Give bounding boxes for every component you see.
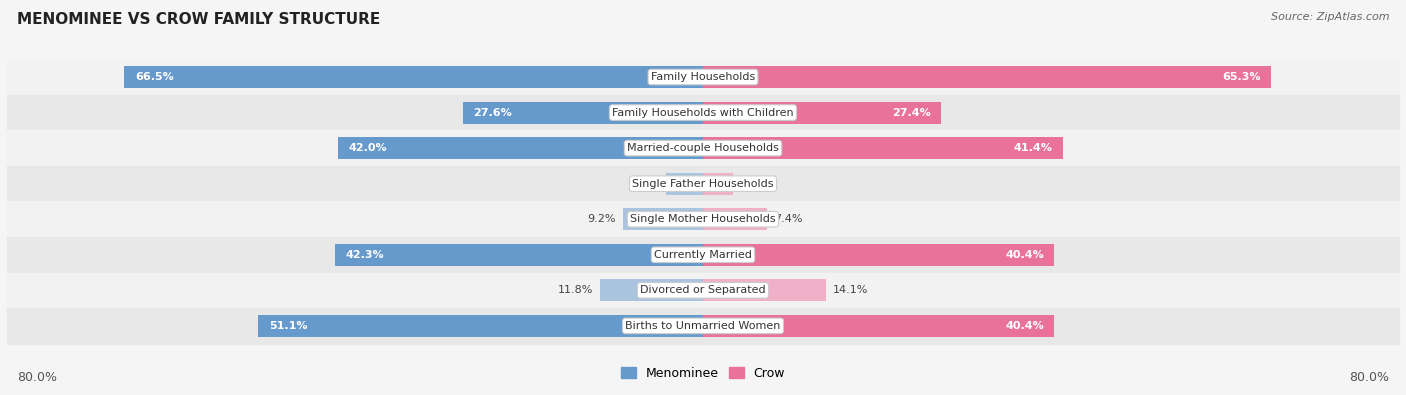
Text: 27.4%: 27.4% [893,107,931,118]
Text: 80.0%: 80.0% [1350,371,1389,384]
Text: Single Mother Households: Single Mother Households [630,214,776,224]
Bar [7,130,1399,166]
Text: Family Households with Children: Family Households with Children [612,107,794,118]
Bar [703,173,734,195]
Bar [7,308,1399,344]
Text: 51.1%: 51.1% [269,321,308,331]
Text: Family Households: Family Households [651,72,755,82]
Text: 65.3%: 65.3% [1222,72,1261,82]
Bar [703,137,1063,159]
Text: 42.0%: 42.0% [349,143,387,153]
Text: 4.2%: 4.2% [631,179,659,189]
Text: 9.2%: 9.2% [588,214,616,224]
Text: 7.4%: 7.4% [775,214,803,224]
Text: 3.5%: 3.5% [741,179,769,189]
Bar [7,166,1399,201]
Text: Source: ZipAtlas.com: Source: ZipAtlas.com [1271,12,1389,22]
Text: Married-couple Households: Married-couple Households [627,143,779,153]
Bar [600,279,703,301]
Bar [463,102,703,124]
Bar [703,279,825,301]
Bar [703,208,768,230]
Text: Currently Married: Currently Married [654,250,752,260]
Text: 14.1%: 14.1% [832,285,868,295]
Text: 40.4%: 40.4% [1005,321,1045,331]
Text: 80.0%: 80.0% [17,371,56,384]
Bar [7,273,1399,308]
Text: 27.6%: 27.6% [474,107,512,118]
Text: 11.8%: 11.8% [558,285,593,295]
Text: MENOMINEE VS CROW FAMILY STRUCTURE: MENOMINEE VS CROW FAMILY STRUCTURE [17,12,380,27]
Legend: Menominee, Crow: Menominee, Crow [616,362,790,385]
Bar [623,208,703,230]
Bar [125,66,703,88]
Bar [7,237,1399,273]
Text: 66.5%: 66.5% [135,72,174,82]
Bar [335,244,703,266]
Bar [7,95,1399,130]
Bar [703,102,942,124]
Bar [7,59,1399,95]
Text: Births to Unmarried Women: Births to Unmarried Women [626,321,780,331]
Bar [703,66,1271,88]
Bar [666,173,703,195]
Text: 40.4%: 40.4% [1005,250,1045,260]
Bar [703,315,1054,337]
Text: Divorced or Separated: Divorced or Separated [640,285,766,295]
Bar [703,244,1054,266]
Bar [7,201,1399,237]
Text: 41.4%: 41.4% [1014,143,1053,153]
Text: Single Father Households: Single Father Households [633,179,773,189]
Bar [259,315,703,337]
Text: 42.3%: 42.3% [346,250,384,260]
Bar [337,137,703,159]
